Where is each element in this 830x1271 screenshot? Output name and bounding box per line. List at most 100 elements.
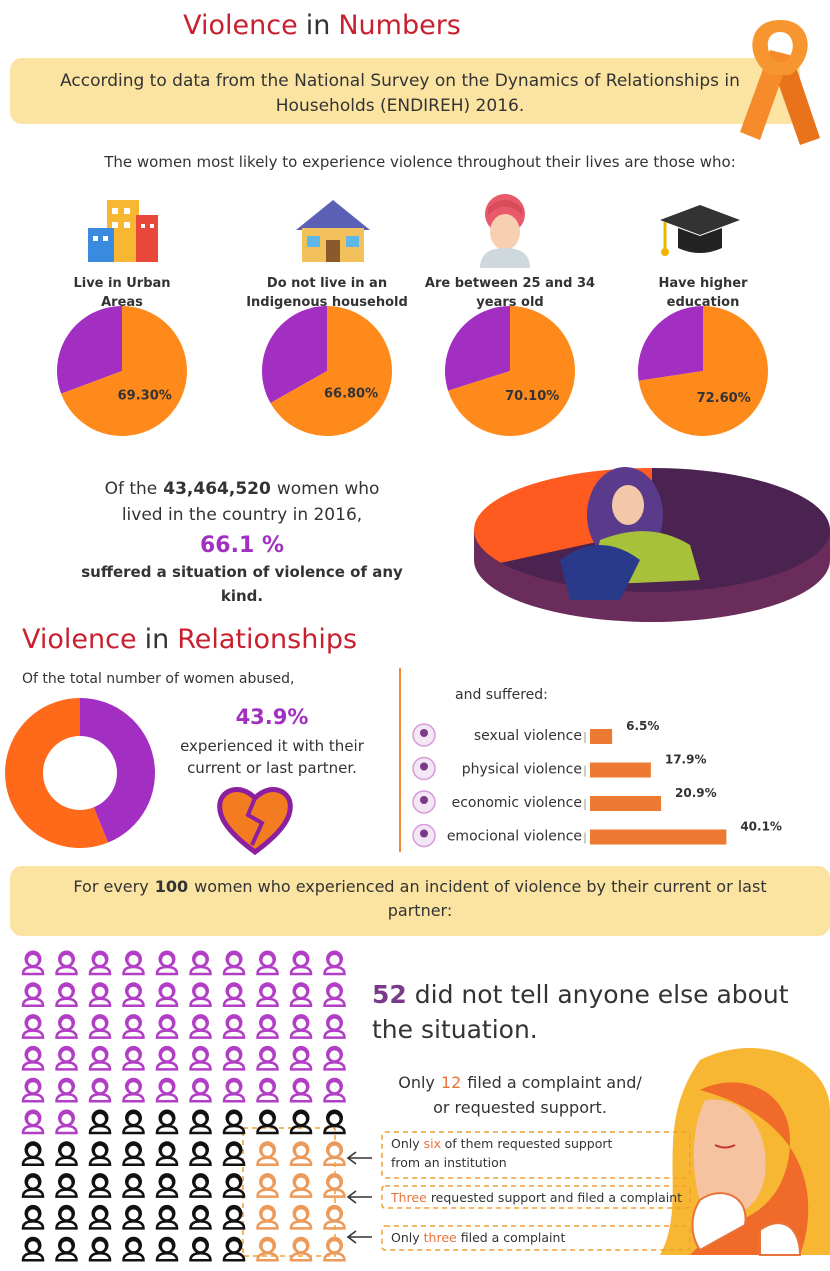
shape (112, 208, 118, 214)
person-face (329, 1209, 340, 1220)
person-icon (88, 1141, 112, 1167)
person-face (95, 1018, 105, 1029)
person-face (229, 1177, 239, 1188)
type-icon-figure (420, 729, 428, 737)
person-body (122, 965, 145, 976)
person-body (88, 1220, 112, 1230)
person-body (122, 1251, 145, 1262)
person-icon (323, 1204, 346, 1230)
overall-line: lived in the country in 2016, (122, 505, 362, 525)
person-body (88, 997, 112, 1008)
text: women who (277, 479, 380, 499)
person-face (296, 1114, 306, 1124)
person-face (95, 1114, 105, 1124)
person-icon (222, 950, 246, 976)
person-body (222, 1061, 246, 1071)
legs (560, 545, 640, 600)
person-body (122, 1061, 145, 1071)
person-icon (122, 1045, 145, 1071)
person-icon (323, 1236, 346, 1262)
person-body (222, 1029, 246, 1039)
person-body (323, 1220, 346, 1230)
person-icon (55, 1173, 78, 1198)
person-face (128, 1114, 139, 1124)
person-body (88, 1188, 112, 1198)
person-face (195, 955, 206, 965)
person-face (95, 986, 105, 997)
person-icon (122, 1173, 145, 1198)
incident-lead: partner: (388, 901, 452, 920)
pie-slice-rest (444, 306, 510, 391)
person-icon (155, 950, 179, 976)
person-face (162, 955, 172, 965)
person-body (222, 1251, 246, 1262)
incident-lead: For every 100 women who experienced an inc… (73, 877, 766, 896)
text: For every (73, 877, 148, 896)
pie-slice (448, 306, 575, 436)
bar-label: 17.9% (665, 753, 707, 767)
person-icon (289, 950, 313, 976)
person-body (289, 1188, 313, 1198)
person-face (329, 1050, 340, 1061)
person-body (256, 1188, 279, 1198)
woman-icon (480, 194, 530, 268)
person-icon (21, 1236, 45, 1262)
person-icon (55, 1109, 78, 1135)
person-icon (155, 1109, 179, 1135)
shape (690, 1082, 809, 1255)
profile-label: Indigenous household (246, 295, 408, 310)
person-icon (21, 982, 45, 1008)
shape (660, 205, 740, 235)
person-body (21, 965, 45, 976)
callout-part: of them requested support (445, 1136, 613, 1151)
person-icon (21, 1173, 45, 1198)
person-icon (122, 1077, 145, 1103)
person-body (21, 997, 45, 1008)
pie-slice-rest (638, 306, 703, 381)
person-face (229, 986, 239, 997)
person-face (195, 1145, 206, 1156)
person-body (55, 1124, 78, 1135)
person-face (262, 1177, 273, 1188)
person-body (55, 1029, 78, 1039)
person-face (128, 1082, 139, 1093)
person-body (155, 1029, 179, 1039)
shape (296, 200, 370, 230)
person-icon (189, 950, 212, 976)
type-label: emocional violence (447, 829, 582, 845)
person-icon (222, 1077, 246, 1103)
person-face (61, 1177, 72, 1188)
person-icon (155, 1014, 179, 1039)
source-band (10, 58, 800, 124)
person-body (222, 965, 246, 976)
person-face (95, 1145, 105, 1156)
person-body (189, 997, 212, 1008)
donut-slice (80, 698, 156, 843)
broken-heart (217, 787, 293, 856)
bar (590, 729, 613, 744)
person-body (122, 1156, 145, 1167)
person-icon (189, 1077, 212, 1103)
person-face (329, 1018, 340, 1029)
person-face (128, 955, 139, 965)
person-icon (88, 1204, 112, 1230)
person-body (289, 997, 313, 1008)
sought-help: Only 12 filed a complaint and/ (398, 1073, 642, 1092)
person-icon (323, 1109, 346, 1135)
shape (93, 236, 98, 241)
person-body (256, 1029, 279, 1039)
section-title: Violence in Relationships (22, 624, 357, 655)
person-face (296, 1145, 306, 1156)
type-label: economic violence (452, 795, 582, 811)
person-icon (155, 1141, 179, 1167)
person-icon (289, 1141, 313, 1167)
shape (346, 1151, 372, 1165)
person-face (28, 1177, 38, 1188)
person-icon (88, 1014, 112, 1039)
person-body (189, 1220, 212, 1230)
bar-label: 6.5% (626, 719, 659, 733)
partner-text: current or last partner. (187, 759, 357, 777)
person-face (195, 1114, 206, 1124)
house-icon (296, 200, 370, 262)
person-face (262, 955, 273, 965)
